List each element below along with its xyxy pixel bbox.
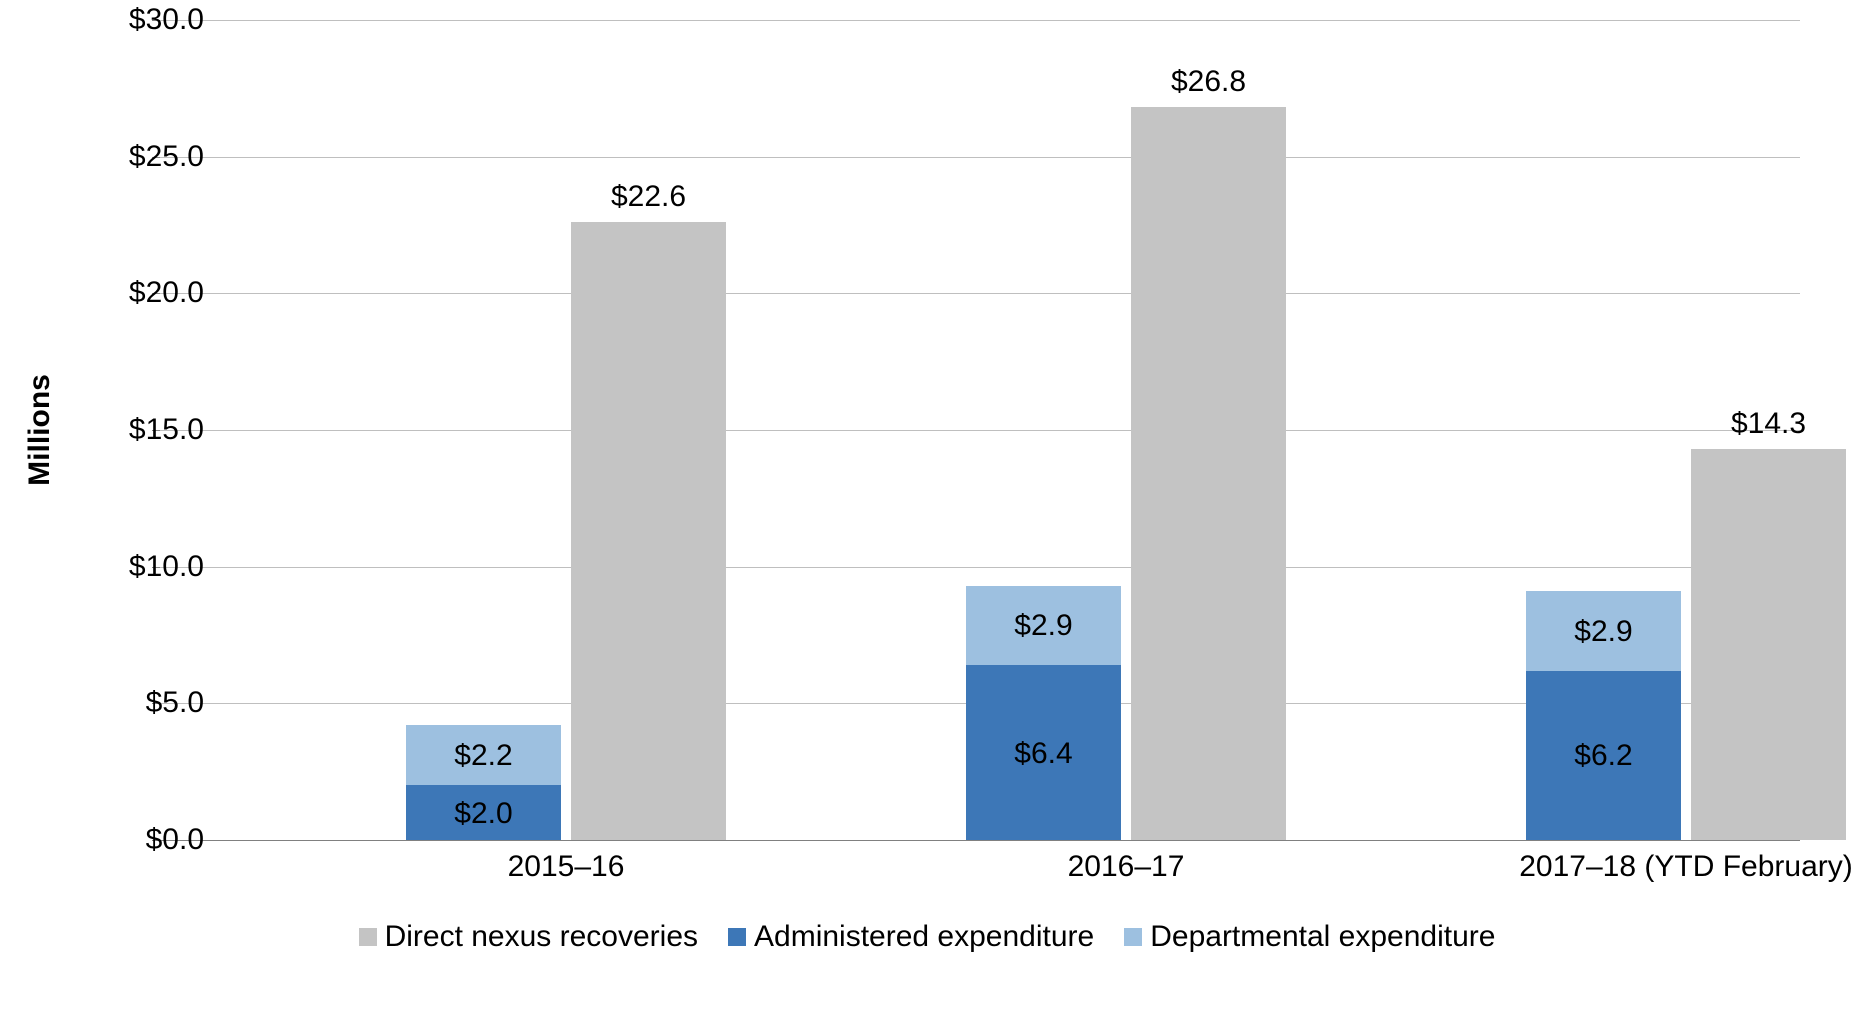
legend-swatch-administered [728,928,746,946]
bar-value-label: $2.9 [1574,615,1632,649]
y-tick-label: $25.0 [54,140,204,174]
gridline [160,20,1800,21]
legend-swatch-direct-nexus [359,928,377,946]
x-axis-line [160,840,1800,841]
y-tick-label: $0.0 [54,823,204,857]
bar-value-label: $26.8 [1171,65,1246,99]
legend-item-departmental: Departmental expenditure [1124,920,1495,954]
x-tick-label: 2016–17 [1068,850,1185,884]
bar-value-label: $6.2 [1574,739,1632,773]
y-tick-label: $10.0 [54,550,204,584]
bar-value-label: $2.2 [454,739,512,773]
bar-value-label: $14.3 [1731,407,1806,441]
x-tick-label: 2017–18 (YTD February) [1519,850,1853,884]
legend-item-administered: Administered expenditure [728,920,1094,954]
gridline [160,567,1800,568]
bar-direct-nexus-recoveries [1131,107,1286,840]
legend-label-administered: Administered expenditure [754,920,1094,954]
legend: Direct nexus recoveries Administered exp… [0,920,1854,954]
y-tick-label: $20.0 [54,276,204,310]
legend-item-direct-nexus: Direct nexus recoveries [359,920,698,954]
bar-value-label: $2.9 [1014,609,1072,643]
legend-label-departmental: Departmental expenditure [1150,920,1495,954]
y-tick-label: $30.0 [54,3,204,37]
legend-label-direct-nexus: Direct nexus recoveries [385,920,698,954]
gridline [160,430,1800,431]
y-tick-label: $5.0 [54,686,204,720]
gridline [160,157,1800,158]
bar-value-label: $6.4 [1014,737,1072,771]
bar-direct-nexus-recoveries [1691,449,1846,840]
bar-direct-nexus-recoveries [571,222,726,840]
gridline [160,293,1800,294]
legend-swatch-departmental [1124,928,1142,946]
bar-value-label: $22.6 [611,180,686,214]
y-tick-label: $15.0 [54,413,204,447]
y-axis-label: Millions [23,374,57,486]
x-tick-label: 2015–16 [508,850,625,884]
bar-value-label: $2.0 [454,797,512,831]
